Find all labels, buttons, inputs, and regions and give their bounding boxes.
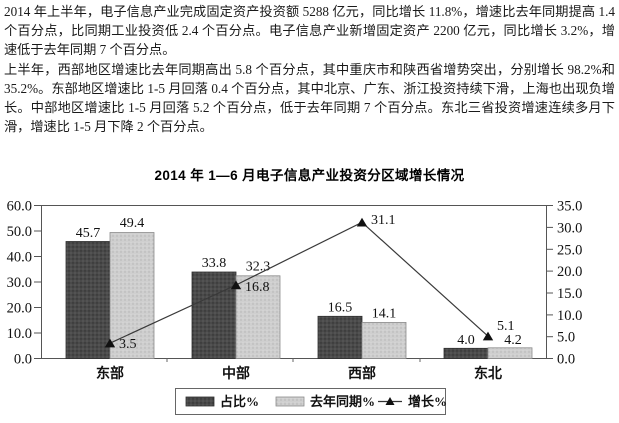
right-tick-35: 35.0 [557, 199, 582, 215]
chart-figure: 2014 年 1—6 月电子信息产业投资分区域增长情况 [0, 158, 619, 423]
cat-label-central: 中部 [222, 365, 250, 382]
bar-lastyear-central [235, 275, 281, 359]
bar-share-west [317, 315, 363, 359]
left-tick-50: 50.0 [7, 224, 32, 240]
cat-label-east: 东部 [96, 365, 124, 382]
right-axis: 35.0 30.0 25.0 20.0 15.0 10.0 5.0 0.0 [546, 199, 582, 368]
bar-group-central: 33.8 32.3 [191, 256, 281, 359]
legend-label-growth: 增长% [408, 394, 447, 409]
left-tick-20: 20.0 [7, 301, 32, 317]
left-tick-30: 30.0 [7, 275, 32, 291]
legend-label-lastyear: 去年同期% [310, 394, 375, 409]
right-tick-25: 25.0 [557, 242, 582, 258]
line-label-northeast: 5.1 [497, 319, 515, 334]
bar-share-east [65, 241, 111, 359]
bar-label-lastyear-northeast: 4.2 [504, 333, 522, 348]
right-tick-20: 20.0 [557, 264, 582, 280]
bar-label-share-northeast: 4.0 [457, 333, 475, 348]
bar-label-lastyear-west: 14.1 [372, 307, 397, 322]
bar-share-northeast [443, 347, 489, 359]
marker-triangle-east [104, 338, 116, 348]
cat-label-west: 西部 [348, 365, 376, 382]
line-label-east: 3.5 [119, 337, 137, 352]
left-tick-40: 40.0 [7, 250, 32, 266]
bar-share-central [191, 271, 237, 359]
bar-group-east: 45.7 49.4 [65, 216, 155, 359]
dark-bar-swatch [185, 396, 215, 407]
paragraph-1: 2014 年上半年，电子信息产业完成固定资产投资额 5288 亿元，同比增长 1… [4, 4, 615, 58]
bar-label-share-central: 33.8 [202, 256, 227, 271]
left-axis: 60.0 50.0 40.0 30.0 20.0 10.0 0.0 [7, 199, 41, 368]
right-tick-10: 10.0 [557, 308, 582, 324]
legend-label-share: 占比% [220, 394, 259, 409]
light-bar-swatch [275, 396, 305, 407]
bar-label-share-west: 16.5 [328, 301, 353, 316]
left-tick-60: 60.0 [7, 199, 32, 215]
chart-svg: 60.0 50.0 40.0 30.0 20.0 10.0 0.0 35.0 3… [7, 199, 582, 415]
triangle-line-swatch [378, 397, 402, 405]
article-text: 2014 年上半年，电子信息产业完成固定资产投资额 5288 亿元，同比增长 1… [4, 2, 615, 136]
right-tick-5: 5.0 [557, 330, 575, 346]
right-tick-15: 15.0 [557, 286, 582, 302]
bar-label-share-east: 45.7 [76, 226, 101, 241]
growth-line-series: 3.5 16.8 31.1 5.1 [104, 213, 515, 352]
bar-lastyear-east [109, 232, 155, 359]
category-labels: 东部 中部 西部 东北 [96, 365, 502, 382]
marker-triangle-central [230, 280, 242, 290]
x-axis-ticks [166, 358, 421, 362]
line-label-west: 31.1 [371, 213, 396, 228]
marker-triangle-northeast [482, 331, 494, 341]
left-tick-0: 0.0 [14, 352, 32, 368]
bar-label-lastyear-east: 49.4 [120, 216, 145, 231]
marker-triangle-west [356, 217, 368, 227]
bar-label-lastyear-central: 32.3 [246, 260, 271, 275]
right-tick-30: 30.0 [557, 220, 582, 236]
right-tick-0: 0.0 [557, 352, 575, 368]
bar-group-west: 16.5 14.1 [317, 301, 407, 359]
cat-label-northeast: 东北 [474, 365, 502, 382]
left-tick-10: 10.0 [7, 326, 32, 342]
bar-lastyear-northeast [487, 347, 533, 359]
line-label-central: 16.8 [245, 280, 270, 295]
paragraph-2: 上半年，西部地区增速比去年同期高出 5.8 个百分点，其中重庆市和陕西省增势突出… [4, 61, 615, 135]
chart-legend: 占比% 去年同期% 增长% [175, 388, 447, 415]
chart-plot-area: 60.0 50.0 40.0 30.0 20.0 10.0 0.0 35.0 3… [0, 158, 619, 423]
bar-group-northeast: 4.0 4.2 [443, 333, 533, 359]
bar-lastyear-west [361, 321, 407, 359]
chart-title: 2014 年 1—6 月电子信息产业投资分区域增长情况 [154, 168, 465, 183]
